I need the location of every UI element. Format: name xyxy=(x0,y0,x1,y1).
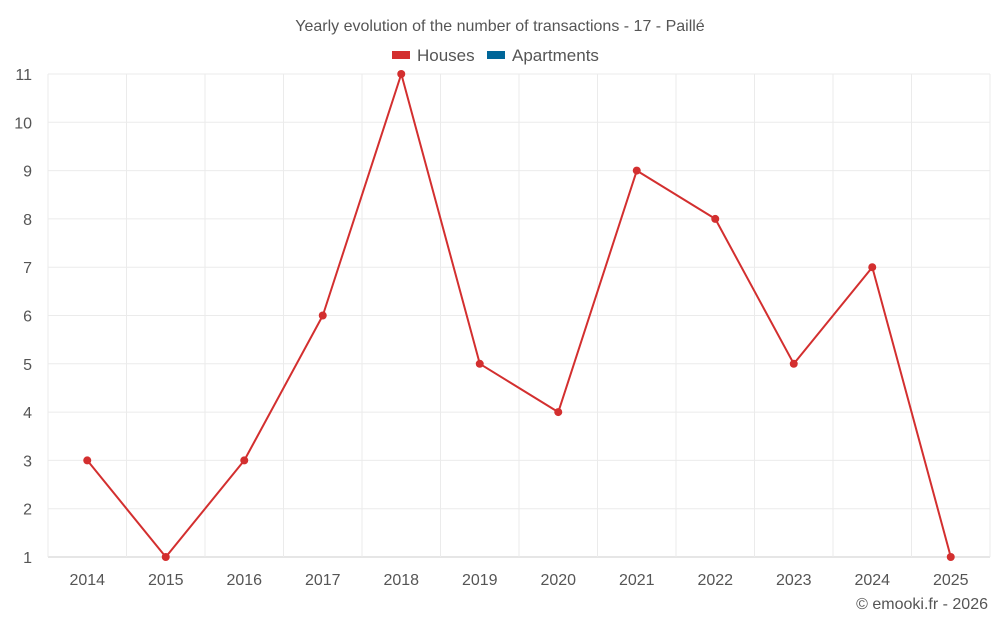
x-tick-label: 2019 xyxy=(462,572,498,589)
legend-label-houses: Houses xyxy=(417,46,475,65)
y-tick-label: 6 xyxy=(23,309,32,326)
grid xyxy=(47,73,991,558)
x-tick-label: 2017 xyxy=(305,572,341,589)
x-tick-label: 2024 xyxy=(854,572,890,589)
x-tick-label: 2015 xyxy=(148,572,184,589)
y-tick-label: 4 xyxy=(23,405,32,422)
legend-swatch-apartments xyxy=(487,51,505,59)
legend: Houses Apartments xyxy=(392,46,599,65)
data-point-houses-2018[interactable] xyxy=(397,70,406,78)
data-point-houses-2016[interactable] xyxy=(240,456,249,465)
legend-label-apartments: Apartments xyxy=(512,46,599,65)
data-point-houses-2017[interactable] xyxy=(318,311,327,320)
data-point-houses-2021[interactable] xyxy=(632,166,641,175)
x-tick-label: 2021 xyxy=(619,572,655,589)
x-tick-label: 2022 xyxy=(697,572,733,589)
y-tick-label: 11 xyxy=(15,67,32,84)
chart-title: Yearly evolution of the number of transa… xyxy=(295,18,705,35)
data-point-houses-2022[interactable] xyxy=(711,214,720,223)
series-layer xyxy=(83,70,955,561)
data-point-houses-2019[interactable] xyxy=(475,359,484,368)
legend-swatch-houses xyxy=(392,51,410,59)
x-tick-label: 2020 xyxy=(540,572,576,589)
credit-text: © emooki.fr - 2026 xyxy=(856,596,988,613)
x-tick-label: 2016 xyxy=(226,572,262,589)
y-tick-label: 7 xyxy=(23,260,32,277)
y-tick-label: 10 xyxy=(14,115,32,132)
y-axis-ticks: 1 2 3 4 5 6 7 8 9 10 11 xyxy=(14,67,32,567)
series-line-houses xyxy=(86,73,952,558)
y-tick-label: 8 xyxy=(23,212,32,229)
data-point-houses-2024[interactable] xyxy=(868,263,877,272)
data-point-houses-2020[interactable] xyxy=(554,408,563,417)
x-tick-label: 2023 xyxy=(776,572,812,589)
y-tick-label: 5 xyxy=(23,357,32,374)
data-point-houses-2025[interactable] xyxy=(946,553,955,561)
y-tick-label: 2 xyxy=(23,502,32,519)
y-tick-label: 3 xyxy=(23,453,32,470)
legend-item-houses[interactable]: Houses xyxy=(392,46,475,65)
y-tick-label: 9 xyxy=(23,164,32,181)
x-tick-label: 2018 xyxy=(383,572,419,589)
data-point-houses-2023[interactable] xyxy=(789,359,798,368)
data-point-houses-2015[interactable] xyxy=(161,553,170,561)
data-point-houses-2014[interactable] xyxy=(83,456,92,465)
x-tick-label: 2025 xyxy=(933,572,969,589)
legend-item-apartments[interactable]: Apartments xyxy=(487,46,599,65)
x-tick-label: 2014 xyxy=(69,572,105,589)
x-axis-ticks: 2014 2015 2016 2017 2018 2019 2020 2021 2022 2023… xyxy=(69,572,968,589)
y-tick-label: 1 xyxy=(23,550,32,567)
